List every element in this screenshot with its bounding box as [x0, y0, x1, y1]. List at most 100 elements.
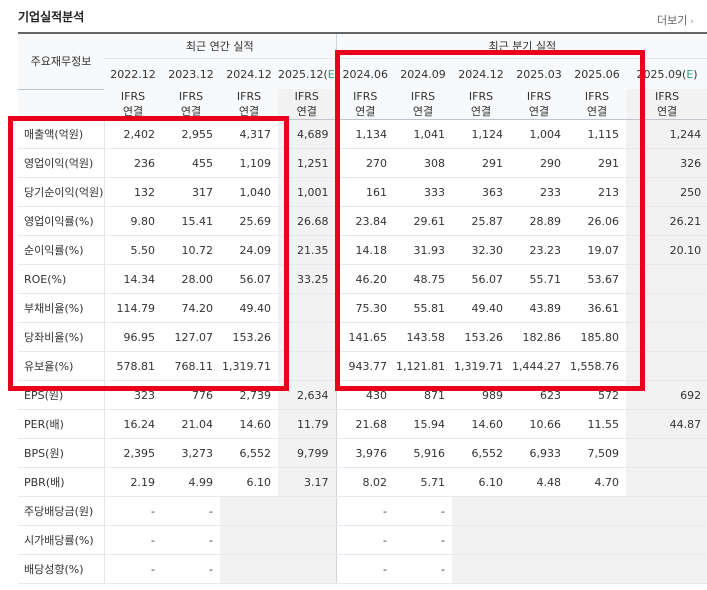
value-cell: 23.23: [510, 235, 569, 265]
value-cell: 1,558.76: [568, 351, 627, 381]
accounting-standard: IFRS 연결: [394, 89, 453, 120]
value-cell: 15.94: [394, 409, 453, 439]
value-cell: 10.66: [510, 409, 569, 439]
table-row: 부채비율(%) 114.79 74.20 49.40 75.30 55.81 49.40 43…: [18, 293, 707, 323]
estimate-badge: E: [686, 67, 694, 81]
standard-consolidated: 연결: [656, 105, 678, 118]
value-cell: 333: [394, 177, 453, 207]
section-header: 기업실적분석 더보기 ›: [0, 0, 707, 30]
value-cell: 578.81: [104, 351, 162, 381]
value-cell: 1,004: [510, 119, 569, 149]
value-cell: [626, 322, 707, 352]
value-cell: 1,134: [335, 119, 395, 149]
value-cell: 1,041: [394, 119, 453, 149]
value-cell: -: [394, 554, 453, 584]
value-cell: -: [162, 554, 220, 584]
value-cell: [626, 438, 707, 468]
value-cell: 291: [568, 148, 627, 178]
period-label: 2022.12: [110, 67, 156, 81]
period-label: 2024.12: [458, 67, 504, 81]
value-cell: [220, 554, 278, 584]
value-cell: 776: [162, 380, 220, 410]
value-cell: 430: [335, 380, 395, 410]
annual-group-header: 최근 연간 실적: [104, 32, 337, 59]
value-cell: 1,124: [452, 119, 511, 149]
value-cell: -: [162, 496, 220, 526]
value-cell: [626, 525, 707, 555]
quarter-group-header: 최근 분기 실적: [335, 32, 707, 59]
period-label: 2025.03: [516, 67, 562, 81]
std-label-cell: [18, 89, 104, 120]
standard-ifrs: IFRS: [526, 90, 552, 103]
value-cell: 270: [335, 148, 395, 178]
value-cell: 5.50: [104, 235, 162, 265]
value-cell: 11.79: [278, 409, 337, 439]
value-cell: 768.11: [162, 351, 220, 381]
value-cell: [510, 496, 569, 526]
value-cell: 3.17: [278, 467, 337, 497]
value-cell: 871: [394, 380, 453, 410]
standard-ifrs: IFRS: [468, 90, 494, 103]
row-label: PBR(배): [18, 467, 105, 497]
period-header: 2022.12: [104, 58, 162, 89]
section-title: 기업실적분석: [18, 10, 85, 24]
value-cell: 114.79: [104, 293, 162, 323]
value-cell: 31.93: [394, 235, 453, 265]
value-cell: 56.07: [220, 264, 278, 294]
value-cell: 25.87: [452, 206, 511, 236]
value-cell: 2,395: [104, 438, 162, 468]
value-cell: [510, 554, 569, 584]
period-header: 2024.09: [394, 58, 453, 89]
value-cell: 141.65: [335, 322, 395, 352]
value-cell: 10.72: [162, 235, 220, 265]
value-cell: 290: [510, 148, 569, 178]
row-label: 시가배당률(%): [18, 525, 105, 555]
value-cell: -: [394, 525, 453, 555]
value-cell: 1,251: [278, 148, 337, 178]
table-row: PBR(배) 2.19 4.99 6.10 3.17 8.02 5.71 6.10 4.48 4.…: [18, 467, 707, 497]
value-cell: 55.81: [394, 293, 453, 323]
value-cell: -: [104, 554, 162, 584]
accounting-standard: IFRS 연결: [452, 89, 511, 120]
value-cell: 182.86: [510, 322, 569, 352]
standard-consolidated: 연결: [586, 105, 608, 118]
value-cell: 455: [162, 148, 220, 178]
row-label: 영업이익률(%): [18, 206, 105, 236]
value-cell: 127.07: [162, 322, 220, 352]
value-cell: [278, 293, 337, 323]
value-cell: 2,634: [278, 380, 337, 410]
value-cell: 15.41: [162, 206, 220, 236]
period-header: 2025.09(E): [626, 58, 707, 89]
row-label: PER(배): [18, 409, 105, 439]
standard-consolidated: 연결: [122, 105, 144, 118]
value-cell: 1,444.27: [510, 351, 569, 381]
value-cell: 6.10: [220, 467, 278, 497]
standard-consolidated: 연결: [355, 105, 376, 118]
value-cell: 4.99: [162, 467, 220, 497]
value-cell: [626, 496, 707, 526]
value-cell: 943.77: [335, 351, 395, 381]
value-cell: 33.25: [278, 264, 337, 294]
standard-consolidated: 연결: [470, 105, 492, 118]
value-cell: -: [104, 496, 162, 526]
value-cell: 46.20: [335, 264, 395, 294]
standard-ifrs: IFRS: [294, 90, 319, 103]
value-cell: 236: [104, 148, 162, 178]
accounting-standard: IFRS 연결: [220, 89, 278, 120]
table-row: 주당배당금(원) - - - -: [18, 496, 707, 526]
value-cell: -: [335, 525, 395, 555]
value-cell: 233: [510, 177, 569, 207]
value-cell: 8.02: [335, 467, 395, 497]
table-row: 당좌비율(%) 96.95 127.07 153.26 141.65 143.58 153.…: [18, 322, 707, 352]
value-cell: 28.00: [162, 264, 220, 294]
value-cell: 6,552: [220, 438, 278, 468]
more-link[interactable]: 더보기 ›: [657, 12, 694, 28]
value-cell: [568, 496, 627, 526]
financial-table: 주요재무정보 최근 연간 실적 최근 분기 실적 2022.12 2023.12 2…: [18, 32, 707, 584]
value-cell: 4.70: [568, 467, 627, 497]
period-label: 2023.12: [168, 67, 214, 81]
accounting-standard: IFRS 연결: [104, 89, 162, 120]
period-label: 2025.09(: [636, 67, 687, 81]
value-cell: [220, 525, 278, 555]
value-cell: 21.04: [162, 409, 220, 439]
